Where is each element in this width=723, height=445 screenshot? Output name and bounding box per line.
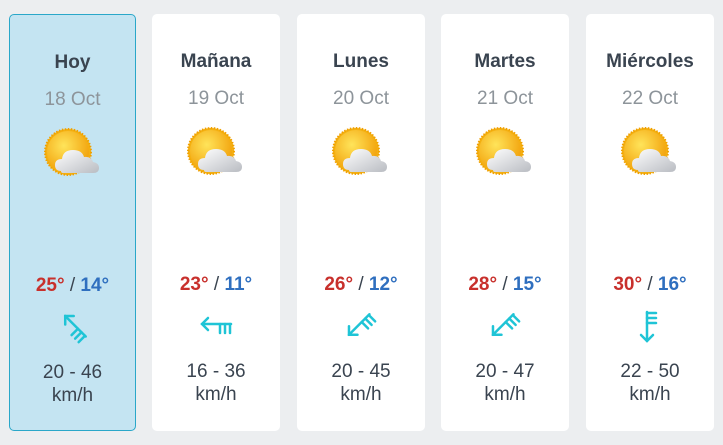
max-temp: 23° [179,274,209,295]
day-card[interactable]: Lunes 20 Oct 26° / 12° 20 [297,14,425,431]
temperature-range: 23° / 11° [152,274,280,296]
temperature-range: 25° / 14° [10,275,135,297]
day-name: Mañana [180,51,252,72]
temperature-range: 30° / 16° [586,274,714,296]
day-date: 18 Oct [44,89,101,110]
wind-speed-unit: km/h [340,384,382,405]
sun-cloud-icon [476,127,531,175]
sun-cloud-icon [332,127,387,175]
wind-direction-arrow-icon [491,313,521,337]
wind-speed-unit: km/h [195,384,237,405]
sun-cloud-icon [621,127,676,175]
wind-speed-range: 20 - 46 [42,362,103,383]
sun-cloud-icon [43,128,99,176]
temperature-range: 26° / 12° [297,274,425,296]
day-card[interactable]: Miércoles 22 Oct 30° / 16° [586,14,714,431]
temp-separator: / [358,274,364,295]
day-name: Martes [474,51,536,72]
max-temp: 30° [613,274,643,295]
max-temp: 28° [468,274,498,295]
temperature-range: 28° / 15° [441,274,569,296]
wind-speed-unit: km/h [629,384,671,405]
temp-separator: / [502,274,508,295]
wind-speed-range: 22 - 50 [620,361,680,382]
min-temp: 16° [657,274,687,295]
min-temp: 11° [224,274,253,295]
temp-separator: / [69,275,76,296]
wind-direction-arrow-icon [639,310,658,343]
day-card[interactable]: Mañana 19 Oct 23° / 11° 1 [152,14,280,431]
wind-speed-range: 16 - 36 [186,361,246,382]
day-name: Miércoles [606,51,694,72]
wind-speed-range: 20 - 47 [475,361,535,382]
wind-speed: 16 - 36 km/h [152,360,280,406]
day-date: 22 Oct [622,88,678,109]
min-temp: 14° [80,275,110,296]
max-temp: 26° [324,274,354,295]
wind-direction-arrow-icon [200,316,233,335]
min-temp: 15° [512,274,542,295]
wind-speed: 22 - 50 km/h [586,360,714,406]
wind-direction-arrow-icon [63,314,87,344]
day-card[interactable]: Martes 21 Oct 28° / 15° 2 [441,14,569,431]
wind-speed: 20 - 45 km/h [297,360,425,406]
wind-speed: 20 - 47 km/h [441,360,569,406]
sun-cloud-icon [187,127,242,175]
day-name: Hoy [54,52,91,73]
temp-separator: / [213,274,220,295]
max-temp: 25° [35,275,65,296]
wind-direction-arrow-icon [347,313,377,337]
temp-separator: / [647,274,653,295]
day-card[interactable]: Hoy 18 Oct 25° / 14° 20 - [9,14,136,431]
day-name: Lunes [333,51,389,72]
wind-speed-unit: km/h [51,385,94,406]
wind-speed-range: 20 - 45 [331,361,391,382]
day-date: 21 Oct [477,88,533,109]
day-date: 20 Oct [333,88,389,109]
wind-speed-unit: km/h [484,384,526,405]
min-temp: 12° [368,274,398,295]
day-date: 19 Oct [188,88,244,109]
wind-speed: 20 - 46 km/h [10,361,135,407]
